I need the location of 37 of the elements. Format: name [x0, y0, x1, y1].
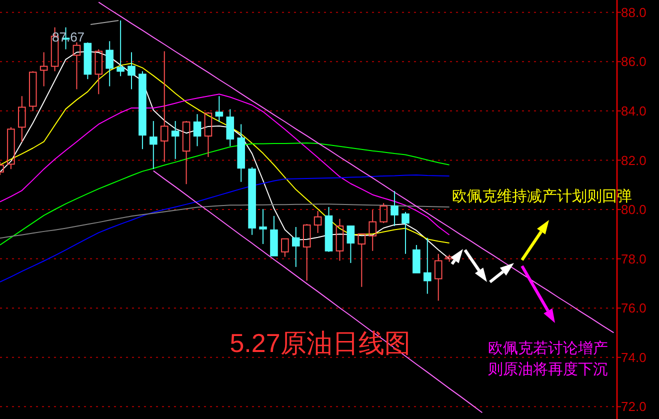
y-tick-label: 82.0 — [621, 152, 646, 168]
candlestick — [40, 52, 48, 87]
candlestick — [434, 253, 442, 302]
y-tick-label: 88.0 — [621, 4, 646, 20]
candlestick — [193, 114, 202, 147]
y-tick-label: 84.0 — [621, 103, 646, 118]
candlestick — [160, 50, 168, 162]
candlestick — [18, 96, 26, 142]
line-series — [152, 170, 483, 414]
candlestick — [106, 40, 114, 87]
candlestick — [128, 52, 136, 90]
candlestick — [171, 120, 180, 160]
line-series — [0, 94, 450, 236]
candlestick — [424, 237, 432, 294]
y-tick-label: 86.0 — [621, 54, 646, 70]
candlestick — [336, 218, 344, 262]
text: 5.27原油日线图 — [230, 328, 410, 358]
candlestick — [292, 226, 300, 268]
candlestick — [215, 96, 224, 123]
candlestick — [226, 108, 234, 147]
candlestick — [150, 120, 158, 170]
line-series — [0, 204, 450, 239]
y-tick-label: 80.0 — [621, 202, 646, 218]
candlestick — [368, 209, 377, 252]
candlestick — [314, 210, 322, 234]
candlestick — [259, 208, 267, 245]
candlestick — [116, 20, 124, 77]
line-series — [0, 142, 450, 246]
candlestick — [237, 124, 245, 182]
line-series — [0, 174, 450, 282]
y-tick-label: 74.0 — [621, 350, 646, 365]
candlestick — [390, 190, 398, 227]
y-tick-label: 78.0 — [621, 251, 646, 266]
y-tick-label: 72.0 — [621, 399, 646, 414]
annotation: 则原油将再度下沉 — [488, 361, 608, 378]
y-tick-label: 76.0 — [621, 300, 646, 316]
annotation: 欧佩克若讨论增产 — [488, 340, 608, 357]
